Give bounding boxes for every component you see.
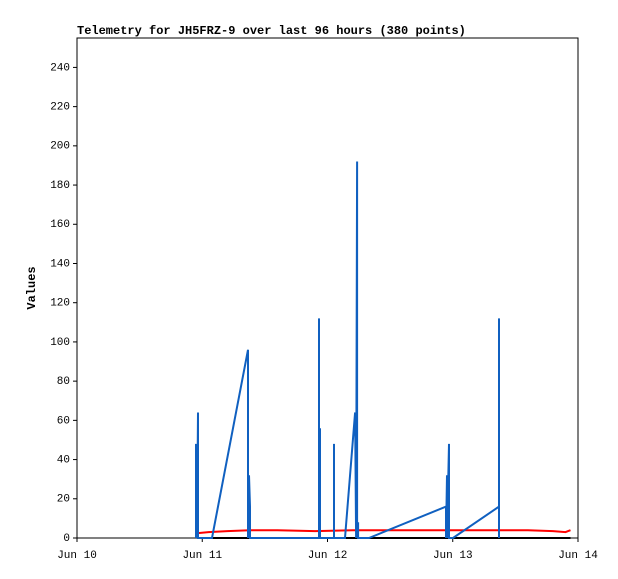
y-tick-label: 180 [50,180,70,192]
x-tick-label: Jun 12 [308,550,348,562]
x-tick-label: Jun 10 [57,550,97,562]
y-tick-label: 220 [50,102,70,114]
y-axis-label: Values [25,266,39,309]
y-tick-label: 0 [63,533,70,545]
y-tick-label: 140 [50,258,70,270]
y-tick-label: 240 [50,62,70,74]
y-tick-label: 200 [50,141,70,153]
y-tick-label: 120 [50,298,70,310]
y-tick-label: 60 [57,415,70,427]
x-tick-label: Jun 11 [182,550,222,562]
x-tick-label: Jun 13 [433,550,473,562]
x-tick-label: Jun 14 [558,550,598,562]
series-line [195,161,500,539]
y-tick-label: 160 [50,219,70,231]
y-tick-label: 40 [57,454,70,466]
y-tick-label: 20 [57,494,70,506]
y-tick-label: 100 [50,337,70,349]
chart-title: Telemetry for JH5FRZ-9 over last 96 hour… [77,24,466,38]
y-tick-label: 80 [57,376,70,388]
